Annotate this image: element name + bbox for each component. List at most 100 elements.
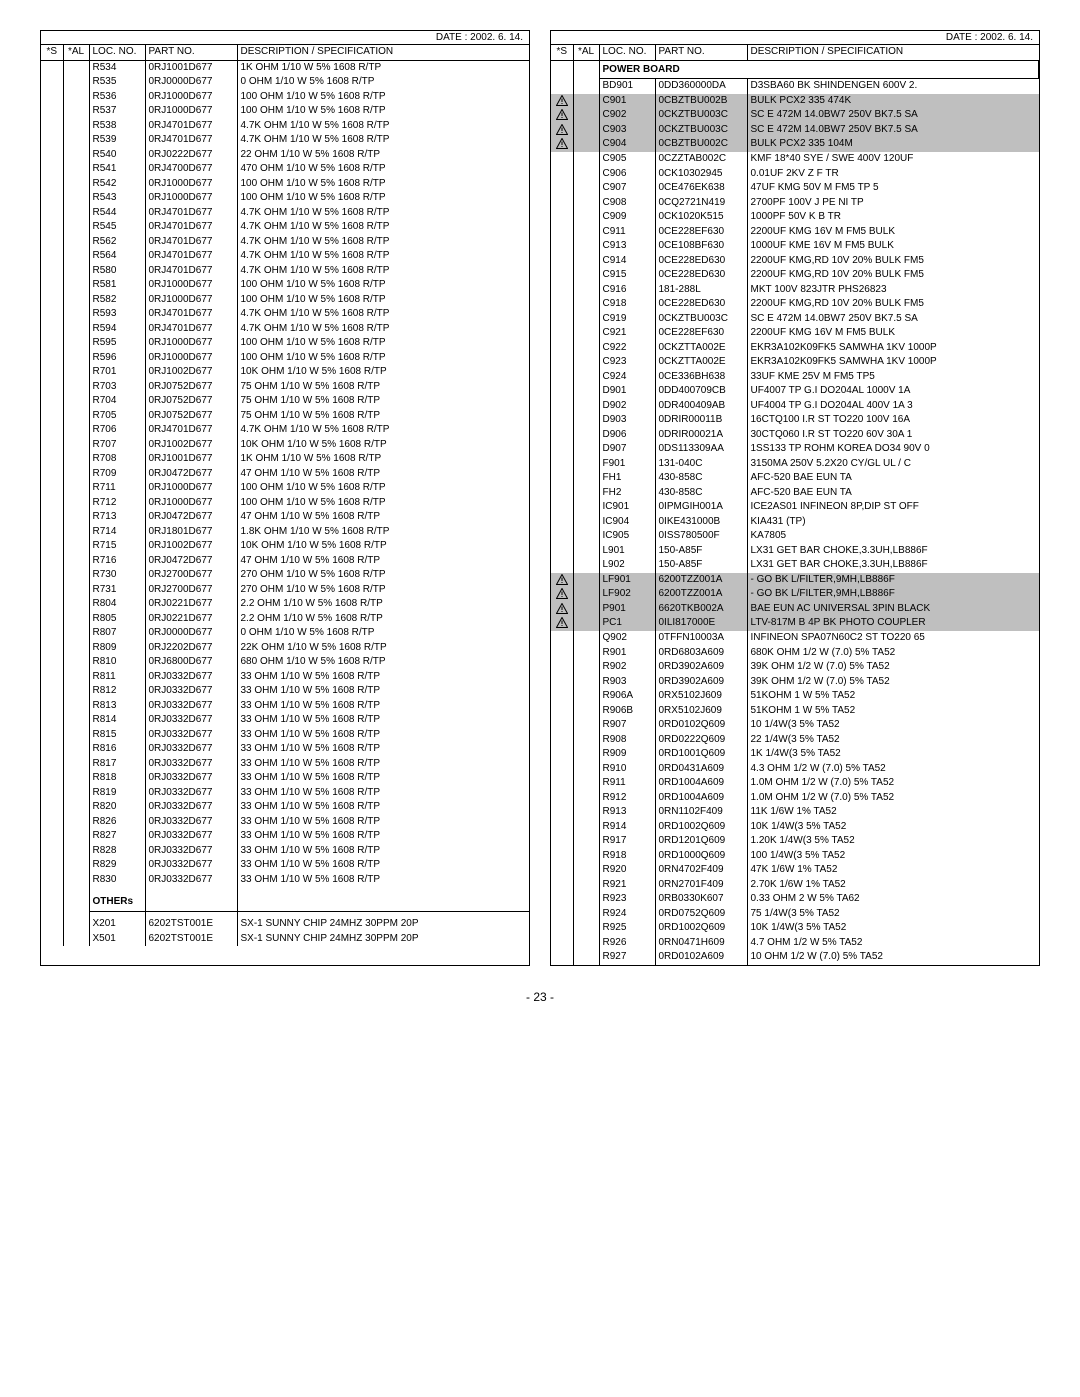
- cell-pn: 0RN4702F409: [655, 863, 747, 878]
- cell-desc: 2.70K 1/6W 1% TA52: [747, 878, 1039, 893]
- table-row: R9130RN1102F40911K 1/6W 1% TA52: [551, 805, 1039, 820]
- cell-loc: D907: [599, 442, 655, 457]
- cell-pn: 0RX5102J609: [655, 689, 747, 704]
- cell-loc: R911: [599, 776, 655, 791]
- cell-pn: 0RD3902A609: [655, 675, 747, 690]
- table-row: R5940RJ4701D6774.7K OHM 1/10 W 5% 1608 R…: [41, 322, 529, 337]
- cell-al: [63, 336, 89, 351]
- table-row: L902150-A85FLX31 GET BAR CHOKE,3.3UH,LB8…: [551, 558, 1039, 573]
- cell-s: [41, 684, 63, 699]
- cell-pn: 131-040C: [655, 457, 747, 472]
- cell-desc: SX-1 SUNNY CHIP 24MHZ 30PPM 20P: [237, 932, 529, 947]
- cell-loc: R826: [89, 815, 145, 830]
- cell-desc: 33 OHM 1/10 W 5% 1608 R/TP: [237, 742, 529, 757]
- table-row: D9030DRIR00011B16CTQ100 I.R ST TO220 100…: [551, 413, 1039, 428]
- cell-al: [573, 442, 599, 457]
- table-row: C916181-288LMKT 100V 823JTR PHS26823: [551, 283, 1039, 298]
- cell-s: [41, 467, 63, 482]
- cell-s: [551, 529, 573, 544]
- table-row: R8050RJ0221D6772.2 OHM 1/10 W 5% 1608 R/…: [41, 612, 529, 627]
- cell-pn: 0RJ1002D677: [145, 539, 237, 554]
- cell-al: [63, 800, 89, 815]
- cell-pn: 0RJ0332D677: [145, 815, 237, 830]
- cell-s: [41, 829, 63, 844]
- hdr-al: *AL: [63, 45, 89, 60]
- table-row: C9110CE228EF6302200UF KMG 16V M FM5 BULK: [551, 225, 1039, 240]
- cell-al: [573, 558, 599, 573]
- cell-desc: 4.7K OHM 1/10 W 5% 1608 R/TP: [237, 235, 529, 250]
- table-row: IC9010IPMGIH001AICE2AS01 INFINEON 8P,DIP…: [551, 500, 1039, 515]
- cell-loc: D901: [599, 384, 655, 399]
- cell-s: [41, 670, 63, 685]
- cell-s: [41, 162, 63, 177]
- cell-desc: 39K OHM 1/2 W (7.0) 5% TA52: [747, 660, 1039, 675]
- table-row: R7120RJ1000D677100 OHM 1/10 W 5% 1608 R/…: [41, 496, 529, 511]
- cell-loc: R538: [89, 119, 145, 134]
- cell-s: [41, 191, 63, 206]
- cell-loc: R906B: [599, 704, 655, 719]
- cell-pn: 0RJ4701D677: [145, 220, 237, 235]
- cell-pn: 0CE228ED630: [655, 254, 747, 269]
- cell-al: [573, 544, 599, 559]
- cell-s: [551, 225, 573, 240]
- cell-s: [551, 616, 573, 631]
- cell-s: [41, 597, 63, 612]
- table-row: R7080RJ1001D6771K OHM 1/10 W 5% 1608 R/T…: [41, 452, 529, 467]
- table-row: C9150CE228ED6302200UF KMG,RD 10V 20% BUL…: [551, 268, 1039, 283]
- cell-pn: 0CBZTBU002B: [655, 94, 747, 109]
- cell-loc: Q902: [599, 631, 655, 646]
- cell-s: [41, 554, 63, 569]
- cell-al: [573, 268, 599, 283]
- cell-s: [41, 249, 63, 264]
- cell-al: [63, 365, 89, 380]
- cell-s: [551, 442, 573, 457]
- cell-desc: 100 OHM 1/10 W 5% 1608 R/TP: [237, 481, 529, 496]
- cell-desc: 75 OHM 1/10 W 5% 1608 R/TP: [237, 394, 529, 409]
- cell-loc: C903: [599, 123, 655, 138]
- cell-s: [551, 341, 573, 356]
- cell-al: [573, 776, 599, 791]
- table-row: R9070RD0102Q60910 1/4W(3 5% TA52: [551, 718, 1039, 733]
- cell-pn: 0CE228ED630: [655, 297, 747, 312]
- cell-al: [63, 771, 89, 786]
- table-row: R5620RJ4701D6774.7K OHM 1/10 W 5% 1608 R…: [41, 235, 529, 250]
- cell-pn: 0DRIR00021A: [655, 428, 747, 443]
- cell-al: [573, 849, 599, 864]
- table-row: C9140CE228ED6302200UF KMG,RD 10V 20% BUL…: [551, 254, 1039, 269]
- table-row: X2016202TST001ESX-1 SUNNY CHIP 24MHZ 30P…: [41, 917, 529, 932]
- cell-pn: 0CK10302945: [655, 167, 747, 182]
- cell-al: [63, 612, 89, 627]
- cell-s: [551, 413, 573, 428]
- table-row: R7110RJ1000D677100 OHM 1/10 W 5% 1608 R/…: [41, 481, 529, 496]
- cell-al: [63, 713, 89, 728]
- table-row: R7070RJ1002D67710K OHM 1/10 W 5% 1608 R/…: [41, 438, 529, 453]
- header-row: *S *AL LOC. NO. PART NO. DESCRIPTION / S…: [551, 45, 1039, 60]
- cell-pn: 0RJ0221D677: [145, 597, 237, 612]
- cell-al: [63, 307, 89, 322]
- cell-pn: 0TFFN10003A: [655, 631, 747, 646]
- table-row: C9190CKZTBU003CSC E 472M 14.0BW7 250V BK…: [551, 312, 1039, 327]
- table-row: C9090CK1020K5151000PF 50V K B TR: [551, 210, 1039, 225]
- cell-al: [63, 293, 89, 308]
- cell-s: [551, 181, 573, 196]
- cell-al: [573, 384, 599, 399]
- cell-al: [63, 742, 89, 757]
- cell-s: [551, 544, 573, 559]
- cell-s: [41, 800, 63, 815]
- cell-pn: 0ILI817000E: [655, 616, 747, 631]
- cell-loc: R562: [89, 235, 145, 250]
- cell-s: [41, 336, 63, 351]
- cell-al: [63, 932, 89, 947]
- cell-desc: 1K 1/4W(3 5% TA52: [747, 747, 1039, 762]
- cell-al: [573, 907, 599, 922]
- cell-desc: SC E 472M 14.0BW7 250V BK7.5 SA: [747, 123, 1039, 138]
- cell-s: [551, 239, 573, 254]
- cell-loc: R827: [89, 829, 145, 844]
- cell-desc: 1.0M OHM 1/2 W (7.0) 5% TA52: [747, 791, 1039, 806]
- cell-loc: R926: [599, 936, 655, 951]
- cell-loc: IC904: [599, 515, 655, 530]
- cell-desc: 0 OHM 1/10 W 5% 1608 R/TP: [237, 75, 529, 90]
- cell-al: [63, 568, 89, 583]
- cell-desc: 4.7K OHM 1/10 W 5% 1608 R/TP: [237, 119, 529, 134]
- cell-desc: 100 OHM 1/10 W 5% 1608 R/TP: [237, 278, 529, 293]
